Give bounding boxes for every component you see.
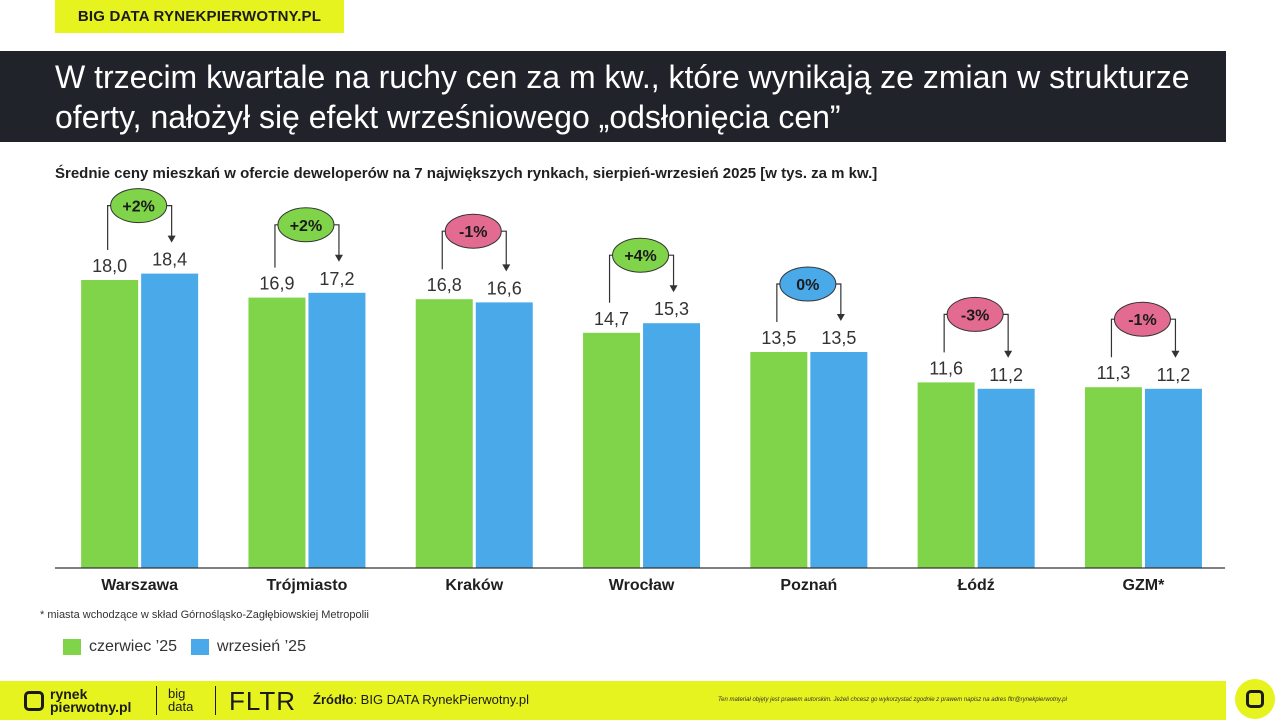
category-label: Warszawa xyxy=(101,577,178,594)
change-arrowhead xyxy=(1004,350,1013,358)
change-badge-label: +2% xyxy=(290,218,322,235)
bigdata-line-1: big xyxy=(168,686,186,701)
category-label: Kraków xyxy=(445,577,503,594)
data-label-june: 18,0 xyxy=(92,256,127,276)
page-title: W trzecim kwartale na ruchy cen za m kw.… xyxy=(55,59,1190,135)
logo-text: rynek pierwotny.pl xyxy=(50,686,132,715)
chart-subtitle: Średnie ceny mieszkań w ofercie dewelope… xyxy=(55,165,878,182)
change-badge xyxy=(277,207,335,243)
data-label-september: 17,2 xyxy=(319,269,354,289)
bar-september xyxy=(141,273,199,568)
bigdata-logo: big data xyxy=(168,687,193,713)
legend-label-september: wrzesień ’25 xyxy=(217,638,306,655)
legend-item-june: czerwiec ’25 xyxy=(63,638,177,656)
logo-square-icon xyxy=(24,691,44,711)
change-badge-label: 0% xyxy=(796,277,819,294)
legend-label-june: czerwiec ’25 xyxy=(89,638,178,655)
data-label-june: 16,9 xyxy=(259,274,294,294)
change-arrowhead xyxy=(836,314,845,321)
change-badge xyxy=(946,296,1004,332)
change-badge-label: +2% xyxy=(122,199,154,216)
data-label-september: 11,2 xyxy=(989,365,1023,385)
change-badge-label: -3% xyxy=(961,307,989,324)
bar-september xyxy=(475,302,533,568)
footer-bar: rynek pierwotny.pl big data FLTR Źródło:… xyxy=(0,681,1226,720)
logo-line-1: rynek xyxy=(50,686,88,702)
change-arrowhead xyxy=(167,235,176,243)
corner-logo-button[interactable] xyxy=(1235,679,1275,719)
fltr-logo: FLTR xyxy=(229,686,297,716)
bar-september xyxy=(643,323,701,568)
change-badge xyxy=(1113,301,1171,337)
source-note: Źródło: BIG DATA RynekPierwotny.pl xyxy=(313,692,529,707)
bar-june xyxy=(750,352,808,568)
category-label: Wrocław xyxy=(609,577,675,594)
rynekpierwotny-logo[interactable]: rynek pierwotny.pl xyxy=(24,686,132,715)
brand-tag: BIG DATA RYNEKPIERWOTNY.PL xyxy=(55,0,344,33)
data-label-september: 11,2 xyxy=(1157,365,1191,385)
data-label-june: 11,3 xyxy=(1097,363,1131,383)
bar-june xyxy=(1084,387,1142,568)
chart-legend: czerwiec ’25 wrzesień ’25 xyxy=(63,638,306,656)
data-label-june: 16,8 xyxy=(427,275,462,295)
category-label: Poznań xyxy=(780,577,837,594)
data-label-september: 16,6 xyxy=(487,278,522,298)
bar-september xyxy=(1144,388,1202,568)
bar-june xyxy=(415,299,473,568)
bar-june xyxy=(583,332,641,568)
bar-june xyxy=(248,297,306,568)
data-label-september: 18,4 xyxy=(152,250,187,270)
bar-september xyxy=(977,388,1035,568)
legend-item-september: wrzesień ’25 xyxy=(191,638,306,656)
bar-june xyxy=(81,280,139,568)
change-badge xyxy=(110,188,168,224)
footnote: * miasta wchodzące w skład Górnośląsko-Z… xyxy=(40,609,369,621)
change-badge-label: +4% xyxy=(624,248,656,265)
change-arrowhead xyxy=(334,254,343,262)
logo-square-icon xyxy=(1246,690,1264,708)
data-label-june: 11,6 xyxy=(929,358,963,378)
data-label-june: 14,7 xyxy=(594,309,629,329)
category-label: Trójmiasto xyxy=(266,577,347,594)
source-value: : BIG DATA RynekPierwotny.pl xyxy=(353,692,529,707)
copyright-note: Ten materiał objęty jest prawem autorski… xyxy=(718,697,1067,703)
data-label-september: 13,5 xyxy=(821,328,856,348)
change-arrowhead xyxy=(669,285,678,293)
bar-september xyxy=(810,352,868,568)
data-label-june: 13,5 xyxy=(761,328,796,348)
bar-september xyxy=(308,292,366,568)
legend-swatch-september xyxy=(191,639,210,655)
category-label: Łódź xyxy=(957,577,994,594)
change-badge xyxy=(612,237,670,273)
change-badge xyxy=(779,266,837,302)
footer-divider xyxy=(215,686,216,715)
logo-line-2: pierwotny.pl xyxy=(50,699,132,715)
bar-june xyxy=(917,382,975,568)
change-arrowhead xyxy=(502,264,511,272)
footer-divider xyxy=(156,686,157,715)
source-label: Źródło xyxy=(313,692,354,707)
change-badge-label: -1% xyxy=(459,224,487,241)
change-badge xyxy=(444,213,502,249)
data-label-september: 15,3 xyxy=(654,299,689,319)
change-arrowhead xyxy=(1171,350,1180,358)
category-label: GZM* xyxy=(1123,577,1166,594)
title-band: W trzecim kwartale na ruchy cen za m kw.… xyxy=(0,51,1226,142)
legend-swatch-june xyxy=(63,639,81,655)
change-badge-label: -1% xyxy=(1128,312,1156,329)
bigdata-line-2: data xyxy=(168,699,194,714)
